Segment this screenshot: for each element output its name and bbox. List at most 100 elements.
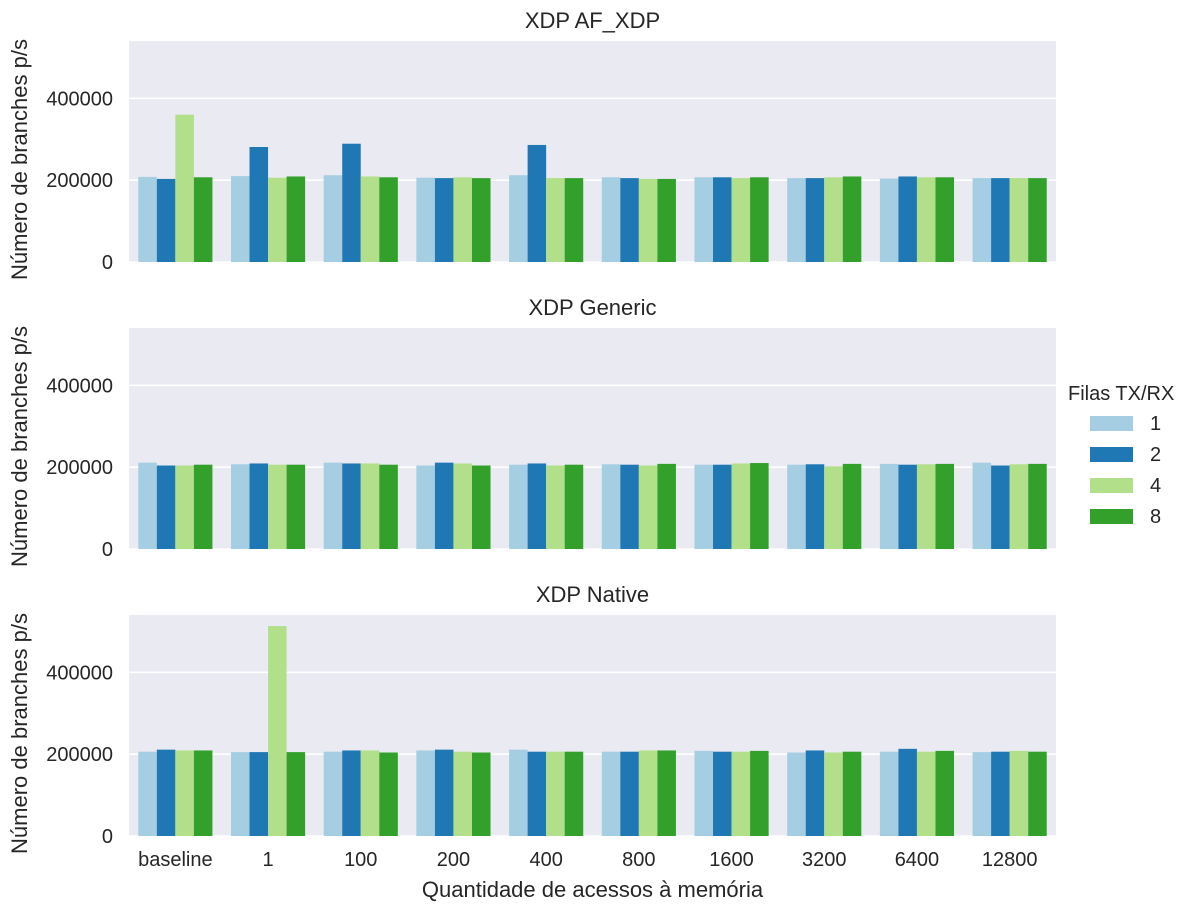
- y-tick-label: 0: [102, 539, 113, 561]
- bar: [991, 751, 1010, 836]
- y-tick-label: 200000: [46, 457, 113, 479]
- bar: [750, 463, 769, 549]
- bar: [1009, 178, 1029, 262]
- bar: [509, 749, 528, 836]
- bar: [787, 464, 806, 549]
- x-tick-label: 1: [262, 849, 273, 871]
- bar: [138, 176, 157, 262]
- bar: [842, 463, 862, 549]
- bar: [564, 751, 584, 836]
- x-tick-label: 1600: [709, 849, 754, 871]
- bar: [898, 464, 917, 549]
- legend-swatch: [1090, 416, 1133, 431]
- y-tick-label: 200000: [46, 170, 113, 192]
- bar: [453, 463, 472, 549]
- panel-title: XDP Native: [536, 582, 649, 607]
- bar: [286, 752, 306, 836]
- bar: [527, 144, 547, 262]
- legend-title: Filas TX/RX: [1068, 383, 1174, 405]
- bar: [805, 464, 825, 549]
- x-tick-label: 400: [529, 849, 562, 871]
- y-tick-label: 200000: [46, 744, 113, 766]
- x-tick-label: 12800: [982, 849, 1038, 871]
- bar: [509, 464, 528, 549]
- bar: [1009, 750, 1029, 836]
- bar: [713, 751, 732, 836]
- bar: [879, 178, 899, 262]
- legend-swatch: [1090, 509, 1133, 524]
- x-tick-label: 800: [622, 849, 655, 871]
- bar: [787, 178, 806, 262]
- bar: [360, 176, 380, 262]
- bar: [564, 178, 584, 262]
- bar: [268, 177, 287, 262]
- bar: [379, 177, 398, 262]
- bar: [360, 750, 380, 836]
- bar: [249, 146, 269, 262]
- bar: [434, 178, 454, 262]
- bar: [342, 143, 361, 262]
- panel-title: XDP AF_XDP: [525, 8, 660, 33]
- bar: [546, 178, 565, 262]
- bar: [471, 752, 491, 836]
- y-tick-label: 400000: [46, 375, 113, 397]
- bar: [527, 463, 547, 549]
- bar: [175, 750, 194, 836]
- x-tick-label: 3200: [802, 849, 847, 871]
- bar: [824, 466, 843, 549]
- bar: [787, 752, 806, 836]
- bar: [601, 751, 621, 836]
- bar: [527, 751, 547, 836]
- bar: [731, 178, 751, 262]
- bar: [620, 751, 639, 836]
- bar: [638, 750, 658, 836]
- bar: [916, 464, 936, 549]
- bar: [824, 752, 843, 836]
- bar: [879, 751, 899, 836]
- y-axis-label: Número de branches p/s: [7, 326, 32, 567]
- bar: [138, 462, 157, 549]
- bar: [193, 177, 213, 262]
- bar: [694, 464, 714, 549]
- bar: [1028, 751, 1047, 836]
- bar: [694, 750, 714, 836]
- bar: [138, 751, 157, 836]
- bar: [750, 177, 769, 262]
- bar: [898, 748, 917, 836]
- bar: [286, 464, 306, 549]
- bar: [842, 176, 862, 262]
- panel-title: XDP Generic: [529, 295, 657, 320]
- bar: [694, 177, 714, 262]
- bar: [453, 177, 472, 262]
- bar: [564, 464, 584, 549]
- x-tick-label: baseline: [138, 849, 213, 871]
- bar: [416, 465, 435, 549]
- bar: [842, 751, 862, 836]
- bar: [731, 463, 751, 549]
- bar: [972, 462, 992, 549]
- bar: [620, 178, 639, 262]
- bar: [230, 752, 250, 836]
- bar: [546, 465, 565, 549]
- bar: [731, 751, 751, 836]
- bar: [471, 178, 491, 262]
- bar: [916, 751, 936, 836]
- x-tick-label: 100: [344, 849, 377, 871]
- x-tick-label: 200: [437, 849, 470, 871]
- bar: [379, 464, 398, 549]
- bar: [193, 750, 213, 836]
- bar: [657, 750, 676, 836]
- bar: [156, 465, 176, 549]
- bar: [935, 177, 955, 262]
- y-tick-label: 400000: [46, 88, 113, 110]
- bar: [916, 177, 936, 262]
- bar: [657, 463, 676, 549]
- bar: [805, 178, 825, 262]
- bar: [879, 463, 899, 549]
- legend-swatch: [1090, 478, 1133, 493]
- bar: [379, 752, 398, 836]
- bar: [434, 462, 454, 549]
- bar: [323, 175, 343, 262]
- bar: [509, 175, 528, 262]
- bar: [156, 178, 176, 262]
